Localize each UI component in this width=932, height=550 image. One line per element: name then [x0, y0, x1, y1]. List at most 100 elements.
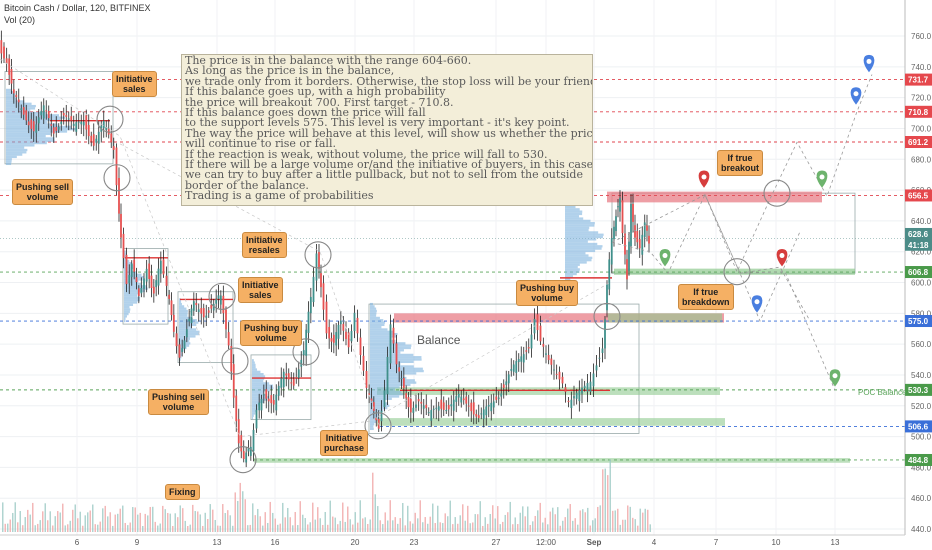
- price-label-text: 41:18: [908, 241, 929, 250]
- candle-body: [60, 121, 63, 125]
- volume-profile-bar: [370, 305, 375, 308]
- candle-body: [12, 89, 15, 94]
- volume-bar: [312, 502, 314, 532]
- volume-bar: [537, 510, 539, 532]
- volume-bar: [474, 514, 476, 532]
- volume-bar: [164, 509, 166, 532]
- volume-profile-bar: [370, 314, 377, 317]
- callout-pushing-buy-volume-1: Pushing buy volume: [240, 320, 302, 346]
- candle-body: [309, 296, 312, 314]
- volume-profile-bar: [6, 141, 47, 145]
- volume-bar: [99, 521, 101, 532]
- candle-body: [527, 347, 530, 349]
- volume-bar: [242, 491, 244, 532]
- y-tick-label: 720.0: [911, 94, 932, 103]
- volume-bar: [489, 514, 491, 532]
- candle-body: [295, 377, 298, 379]
- volume-bar: [239, 482, 241, 532]
- volume-profile-bar: [6, 153, 23, 156]
- volume-bar: [132, 507, 134, 532]
- volume-bar: [19, 511, 21, 532]
- volume-profile-bar: [6, 151, 27, 154]
- volume-bar: [222, 504, 224, 532]
- candle-body: [492, 401, 495, 408]
- volume-profile-bar: [370, 397, 392, 400]
- volume-profile-bar: [565, 256, 593, 260]
- volume-indicator-label[interactable]: Vol (20): [4, 15, 36, 25]
- candle-body: [415, 404, 417, 408]
- callout-pushing-sell-volume-1: Pushing sell volume: [12, 179, 74, 205]
- candle-body: [237, 419, 240, 444]
- volume-bar: [217, 525, 219, 532]
- highlight-circle: [593, 302, 621, 330]
- volume-profile-bar: [124, 282, 142, 286]
- volume-profile-bar: [252, 386, 274, 390]
- target-marker-dot: [853, 91, 859, 97]
- volume-profile-bar: [370, 339, 396, 343]
- volume-profile-bar: [124, 319, 126, 323]
- candle-body: [542, 343, 545, 347]
- candle-body: [628, 241, 630, 271]
- volume-profile-bar: [252, 389, 270, 392]
- candle-body: [275, 394, 278, 411]
- volume-bar: [14, 502, 16, 532]
- highlight-circle: [304, 241, 332, 269]
- candle-body: [240, 435, 243, 452]
- volume-bar: [274, 518, 276, 532]
- candle-body: [442, 402, 445, 411]
- volume-bar: [449, 500, 451, 532]
- volume-bar: [547, 524, 549, 532]
- candle-body: [610, 238, 613, 265]
- callout-initiative-resales: Initiative resales: [242, 232, 287, 258]
- volume-bar: [144, 513, 146, 532]
- candle-body: [395, 343, 398, 365]
- note-line: we can try to buy after a little pullbac…: [185, 168, 583, 182]
- volume-profile-bar: [370, 321, 386, 324]
- volume-bar: [97, 524, 99, 532]
- volume-bar: [112, 525, 114, 532]
- candle-body: [118, 177, 120, 214]
- volume-bar: [202, 525, 204, 532]
- volume-profile-bar: [370, 335, 397, 338]
- volume-profile-bar: [252, 379, 264, 383]
- y-tick-label: 520.0: [911, 402, 932, 411]
- highlight-circle: [364, 412, 392, 440]
- volume-profile-bar: [124, 269, 132, 272]
- x-tick-label: 13: [213, 538, 222, 547]
- volume-bar: [157, 525, 159, 532]
- volume-profile-bar: [124, 285, 147, 288]
- volume-bar: [404, 525, 406, 532]
- candle-body: [155, 280, 158, 288]
- volume-bar: [562, 520, 564, 532]
- analysis-note[interactable]: The price is in the balance with the ran…: [181, 54, 593, 206]
- volume-bar: [292, 525, 294, 532]
- note-line: If there will be a large volume or/and t…: [185, 158, 593, 172]
- candle-body: [290, 382, 293, 384]
- y-tick-label: 480.0: [911, 463, 932, 472]
- volume-profile-bar: [252, 400, 264, 404]
- candle-body: [555, 373, 558, 375]
- volume-bar: [544, 517, 546, 532]
- candle-body: [583, 385, 586, 389]
- volume-bar: [232, 525, 234, 532]
- volume-bar: [372, 472, 374, 532]
- price-label-text: 656.5: [908, 191, 929, 200]
- candle-body: [365, 371, 368, 388]
- volume-profile-bar: [6, 109, 31, 112]
- candle-body: [482, 409, 485, 419]
- volume-profile-bar: [124, 296, 140, 300]
- candle-body: [339, 320, 342, 325]
- price-label-text: 628.6: [908, 230, 929, 239]
- volume-bar: [159, 523, 161, 532]
- candle-body: [0, 40, 3, 54]
- buy-marker-dot: [662, 253, 668, 259]
- candle-body: [545, 353, 547, 355]
- volume-profile-bar: [124, 294, 138, 297]
- volume-bar: [619, 524, 621, 532]
- candle-body: [472, 402, 475, 415]
- candle-body: [386, 356, 389, 395]
- candle-body: [510, 369, 513, 371]
- x-tick-label: Sep: [587, 538, 602, 547]
- volume-profile-bar: [565, 268, 580, 271]
- candle-body: [249, 446, 252, 456]
